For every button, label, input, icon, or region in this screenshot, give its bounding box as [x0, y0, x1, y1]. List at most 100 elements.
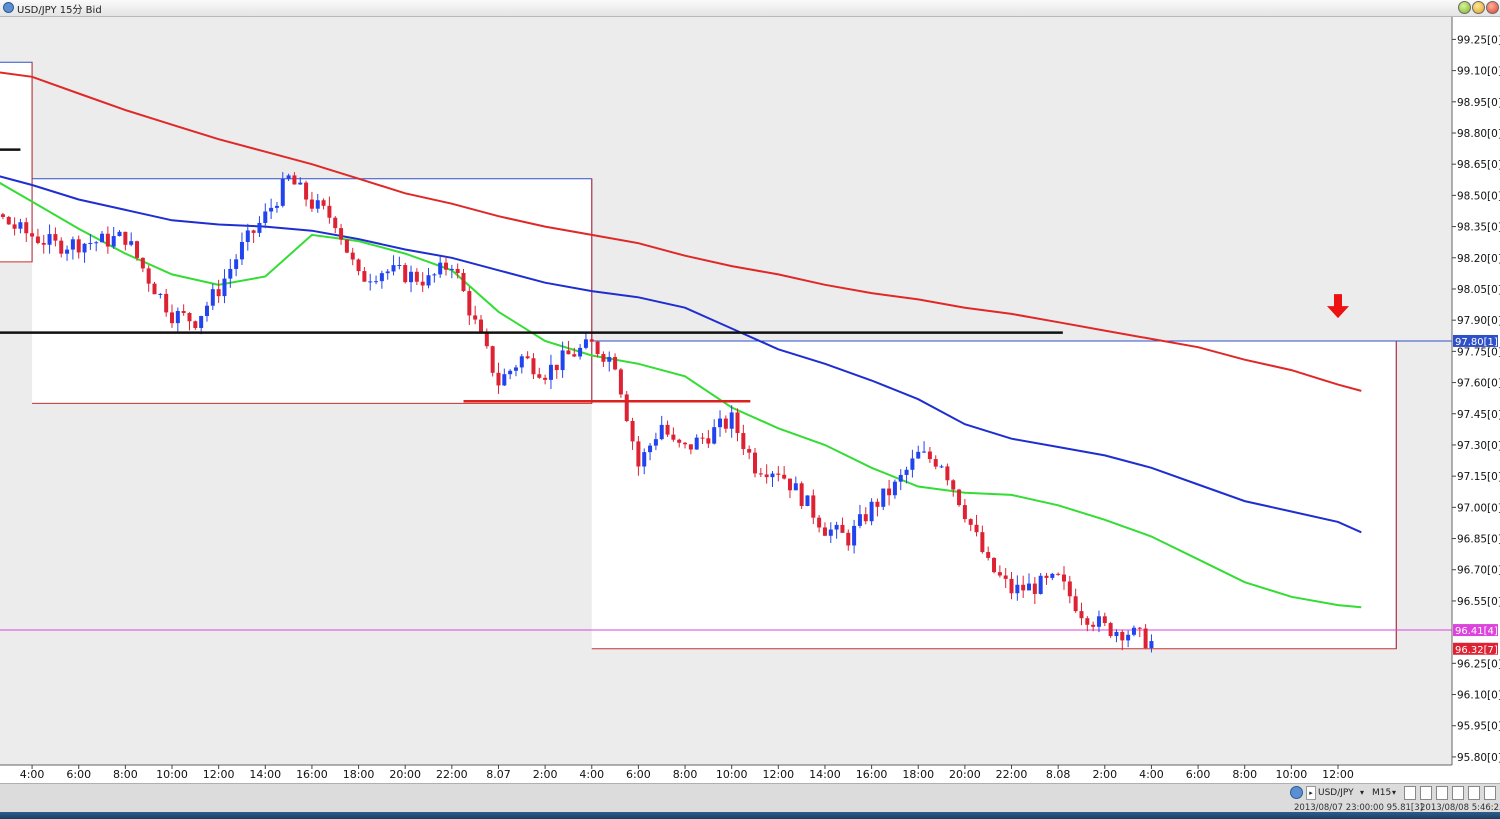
candle-body [799, 483, 804, 506]
candle-body [350, 252, 355, 260]
minimize-icon[interactable] [1458, 1, 1471, 14]
candle-body [100, 233, 105, 243]
candle-body [105, 233, 110, 247]
candle-body [869, 501, 874, 522]
timeframe-dropdown-icon[interactable]: ▾ [1392, 788, 1397, 797]
candle-body [968, 519, 973, 525]
price-axis[interactable] [1452, 17, 1500, 783]
moving-average-0 [0, 71, 1362, 392]
candle-body [881, 488, 886, 507]
candle-body [1044, 575, 1049, 578]
candle-body [385, 271, 390, 274]
price-marker-label-0: 97.80[1] [1455, 337, 1498, 348]
globe-icon[interactable] [1290, 786, 1303, 799]
candle-body [251, 230, 256, 233]
candle-body [1131, 627, 1136, 635]
candle-body [123, 231, 128, 245]
time-axis[interactable] [0, 765, 1452, 783]
candle-body [1096, 616, 1101, 627]
candle-body [519, 356, 524, 368]
candle-body [508, 370, 513, 375]
session-box-1 [32, 178, 592, 404]
window-titlebar[interactable]: USD/JPY 15分 Bid [0, 0, 1500, 17]
scroll-right-icon[interactable]: ▸ [1306, 786, 1316, 800]
maximize-icon[interactable] [1472, 1, 1485, 14]
candle-body [449, 268, 454, 270]
chart-tool-icon[interactable] [1404, 786, 1416, 800]
candle-body [158, 293, 163, 295]
close-icon[interactable] [1486, 1, 1499, 14]
price-marker-label-2: 96.32[7] [1455, 645, 1498, 656]
candle-body [175, 311, 180, 324]
symbol-dropdown-icon[interactable]: ▾ [1360, 788, 1365, 797]
price-marker-tag-1 [1453, 624, 1498, 637]
candle-body [455, 268, 460, 273]
candle-body [170, 312, 174, 324]
candle-body [94, 242, 99, 244]
candle-body [583, 339, 588, 348]
y-tick-label: 97.75[0] [1457, 346, 1500, 358]
timeframe-select[interactable]: M15 [1372, 788, 1392, 798]
x-tick-label: 14:00 [249, 768, 281, 781]
candle-body [787, 478, 792, 491]
candle-body [595, 341, 600, 355]
candle-body [409, 271, 414, 283]
candle-body [65, 249, 70, 254]
print-icon[interactable] [1468, 786, 1480, 800]
candle-body [793, 483, 798, 491]
x-tick-label: 8.07 [486, 768, 511, 781]
symbol-select[interactable]: USD/JPY [1318, 788, 1354, 798]
y-tick-label: 96.70[0] [1457, 565, 1500, 577]
settings-icon[interactable] [1452, 786, 1464, 800]
candle-body [263, 211, 268, 223]
candle-body [1015, 584, 1020, 594]
candle-body [321, 200, 326, 206]
candle-body [898, 474, 903, 482]
candle-body [933, 459, 938, 467]
x-tick-label: 4:00 [579, 768, 604, 781]
x-tick-label: 22:00 [996, 768, 1028, 781]
candle-body [47, 234, 52, 245]
candle-body [578, 347, 583, 357]
x-tick-label: 10:00 [156, 768, 188, 781]
candle-body [875, 501, 880, 507]
crosshair-icon[interactable] [1420, 786, 1432, 800]
candle-body [922, 451, 927, 453]
candle-body [24, 222, 29, 234]
candle-body [467, 291, 472, 316]
candle-body [1091, 624, 1096, 627]
candle-body [537, 374, 542, 378]
candle-body [35, 236, 40, 243]
y-tick-label: 97.30[0] [1457, 440, 1500, 452]
candle-body [286, 175, 291, 179]
y-tick-label: 97.90[0] [1457, 315, 1500, 327]
price-chart[interactable]: 99.25[0] 99.10[0] 98.95[0] 98.80[0] 98.65[0]… [0, 17, 1500, 783]
candle-body [368, 281, 373, 283]
zoom-icon[interactable] [1436, 786, 1448, 800]
y-tick-label: 97.45[0] [1457, 409, 1500, 421]
x-tick-label: 18:00 [343, 768, 375, 781]
candle-body [181, 311, 186, 313]
candle-body [204, 305, 209, 317]
y-tick-label: 97.15[0] [1457, 471, 1500, 483]
candle-body [18, 222, 23, 229]
candle-body [1079, 611, 1084, 619]
refresh-icon[interactable] [1484, 786, 1496, 800]
candle-body [280, 178, 285, 206]
candle-body [729, 412, 734, 429]
candle-body [6, 216, 11, 225]
down-arrow-icon [1327, 294, 1349, 319]
moving-average-1 [0, 175, 1362, 534]
y-tick-label: 95.95[0] [1457, 721, 1500, 733]
price-marker-label-1: 96.41[4] [1455, 626, 1498, 637]
candle-body [601, 354, 606, 362]
candle-body [548, 364, 553, 380]
candle-body [852, 525, 857, 546]
y-tick-label: 98.95[0] [1457, 97, 1500, 109]
y-tick-label: 96.85[0] [1457, 534, 1500, 546]
x-tick-label: 2:00 [533, 768, 558, 781]
x-tick-label: 8:00 [1232, 768, 1257, 781]
candle-body [403, 265, 408, 283]
candle-body [741, 433, 746, 450]
candle-body [356, 259, 361, 272]
